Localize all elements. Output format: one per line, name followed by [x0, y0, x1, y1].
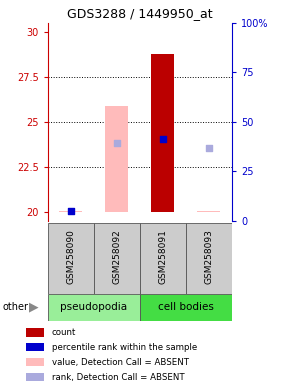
Bar [140, 223, 186, 294]
Text: GSM258091: GSM258091 [158, 229, 167, 284]
Bar [151, 54, 175, 212]
Text: cell bodies: cell bodies [158, 302, 214, 312]
Text: other: other [3, 302, 29, 312]
Bar [186, 223, 232, 294]
Text: pseudopodia: pseudopodia [60, 302, 127, 312]
Point [115, 139, 119, 146]
Bar [26, 373, 44, 381]
Bar [26, 343, 44, 351]
Bar [140, 294, 232, 321]
Title: GDS3288 / 1449950_at: GDS3288 / 1449950_at [67, 7, 213, 20]
Bar [197, 210, 220, 212]
Bar [26, 328, 44, 336]
Text: rank, Detection Call = ABSENT: rank, Detection Call = ABSENT [52, 372, 184, 382]
Bar [59, 210, 82, 212]
Bar [105, 106, 128, 212]
Text: percentile rank within the sample: percentile rank within the sample [52, 343, 197, 352]
Bar [48, 294, 140, 321]
Point [207, 145, 211, 151]
Text: count: count [52, 328, 76, 337]
Point [161, 136, 165, 142]
Bar [48, 223, 94, 294]
Bar [26, 358, 44, 366]
Text: GSM258093: GSM258093 [204, 229, 213, 284]
Text: GSM258092: GSM258092 [113, 230, 122, 284]
Text: ▶: ▶ [28, 301, 38, 314]
Bar [94, 223, 140, 294]
Text: GSM258090: GSM258090 [66, 229, 75, 284]
Point [68, 208, 73, 214]
Text: value, Detection Call = ABSENT: value, Detection Call = ABSENT [52, 358, 189, 367]
